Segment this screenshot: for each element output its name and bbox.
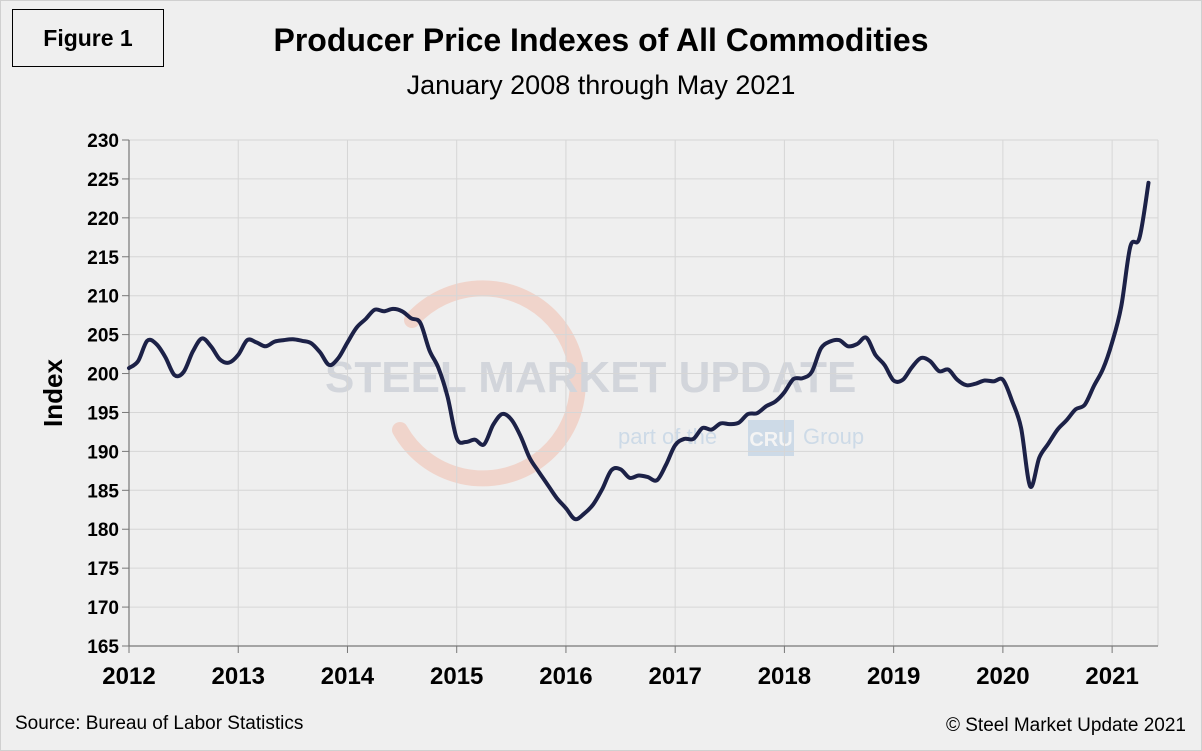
- copyright-note: © Steel Market Update 2021: [945, 715, 1186, 736]
- y-tick-label: 185: [87, 481, 119, 502]
- y-tick-label: 195: [87, 403, 119, 424]
- y-axis-label: Index: [38, 359, 68, 427]
- chart-title: Producer Price Indexes of All Commoditie…: [273, 22, 929, 58]
- x-tick-label: 2016: [539, 663, 592, 690]
- figure-label: Figure 1: [12, 9, 164, 67]
- watermark-brand-box-icon: [748, 420, 794, 456]
- grid: [129, 139, 1159, 647]
- watermark-group: Group: [803, 424, 864, 449]
- watermark: STEEL MARKET UPDATE part of the CRU Grou…: [325, 280, 864, 487]
- x-tick-label: 2013: [212, 663, 265, 690]
- y-tick-label: 200: [87, 365, 119, 386]
- x-tick-label: 2017: [648, 663, 701, 690]
- x-tick-label: 2012: [102, 663, 155, 690]
- y-tick-label: 225: [87, 170, 119, 191]
- watermark-brand: CRU: [749, 429, 792, 451]
- y-tick-label: 175: [87, 559, 119, 580]
- y-tick-label: 170: [87, 598, 119, 619]
- x-tick-label: 2018: [758, 663, 811, 690]
- chart-subtitle: January 2008 through May 2021: [406, 70, 796, 100]
- x-tick-label: 2015: [430, 663, 483, 690]
- x-tick-label: 2014: [321, 663, 375, 690]
- x-tick-label: 2020: [976, 663, 1029, 690]
- y-tick-label: 190: [87, 442, 119, 463]
- y-tick-label: 205: [87, 326, 119, 347]
- watermark-text: STEEL MARKET UPDATE: [325, 353, 856, 402]
- y-tick-label: 215: [87, 248, 119, 269]
- series-line-0: [127, 180, 1151, 522]
- y-tick-label: 165: [87, 637, 119, 658]
- series: [127, 180, 1151, 522]
- y-tick-label: 230: [87, 131, 119, 152]
- x-tick-label: 2019: [867, 663, 920, 690]
- x-tick-label: 2021: [1085, 663, 1138, 690]
- y-tick-label: 210: [87, 287, 119, 308]
- y-tick-label: 220: [87, 209, 119, 230]
- axes: 165 170 175 180 185 190 195 200 205 210 215 220 225 2…: [87, 131, 1158, 690]
- y-tick-label: 180: [87, 520, 119, 541]
- source-note: Source: Bureau of Labor Statistics: [15, 713, 304, 734]
